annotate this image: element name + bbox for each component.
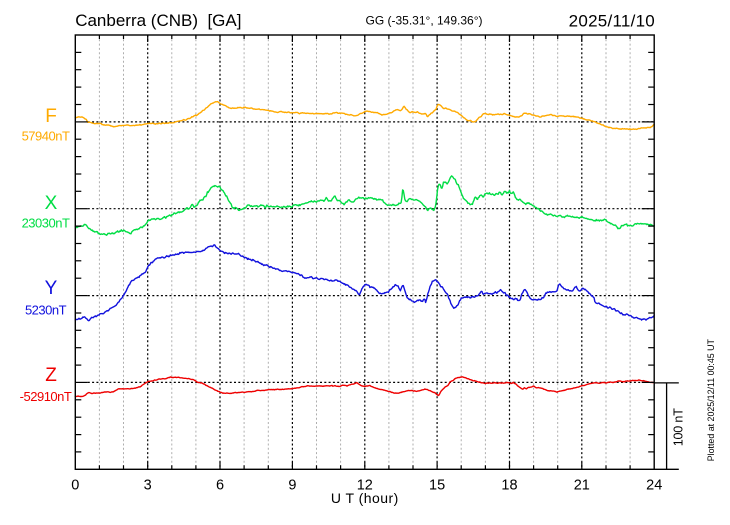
svg-text:23030nT: 23030nT	[22, 216, 70, 231]
svg-text:Plotted at 2025/12/11 00:45 UT: Plotted at 2025/12/11 00:45 UT	[706, 338, 716, 461]
svg-text:6: 6	[216, 477, 224, 493]
svg-text:Y: Y	[45, 278, 58, 299]
svg-text:Z: Z	[45, 365, 57, 386]
svg-text:U T (hour): U T (hour)	[331, 490, 399, 506]
svg-text:Canberra (CNB) [GA]: Canberra (CNB) [GA]	[75, 11, 241, 30]
svg-text:100 nT: 100 nT	[672, 408, 686, 447]
svg-text:X: X	[45, 193, 58, 214]
svg-text:9: 9	[288, 477, 296, 493]
svg-text:12: 12	[357, 477, 373, 493]
svg-text:-52910nT: -52910nT	[20, 389, 72, 404]
svg-text:18: 18	[501, 477, 517, 493]
svg-text:0: 0	[71, 477, 79, 493]
svg-text:15: 15	[429, 477, 445, 493]
svg-text:5230nT: 5230nT	[25, 302, 67, 317]
svg-text:3: 3	[144, 477, 152, 493]
svg-text:57940nT: 57940nT	[22, 129, 70, 144]
svg-text:2025/11/10: 2025/11/10	[569, 11, 655, 30]
svg-text:F: F	[45, 106, 57, 127]
svg-text:24: 24	[646, 477, 662, 493]
svg-text:GG (-35.31°, 149.36°): GG (-35.31°, 149.36°)	[366, 14, 483, 28]
svg-text:21: 21	[574, 477, 590, 493]
